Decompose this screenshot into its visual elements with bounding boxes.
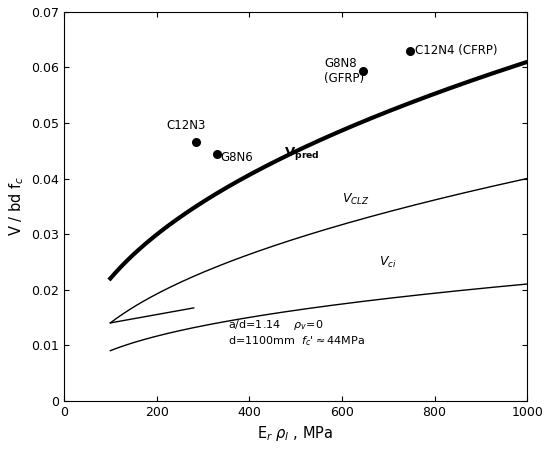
X-axis label: E$_r$ $\rho_l$ , MPa: E$_r$ $\rho_l$ , MPa bbox=[257, 424, 334, 443]
Text: $V_{ci}$: $V_{ci}$ bbox=[379, 256, 397, 270]
Y-axis label: V / bd f$_c$: V / bd f$_c$ bbox=[7, 176, 26, 236]
Text: $\mathbf{V}_{\mathbf{pred}}$: $\mathbf{V}_{\mathbf{pred}}$ bbox=[284, 145, 320, 162]
Text: C12N4 (CFRP): C12N4 (CFRP) bbox=[415, 44, 497, 57]
Text: a/d=1.14    $\rho_v$=0
d=1100mm  $f_c$'$\approx$44MPa: a/d=1.14 $\rho_v$=0 d=1100mm $f_c$'$\app… bbox=[228, 318, 365, 348]
Text: G8N8
(GFRP): G8N8 (GFRP) bbox=[324, 57, 365, 86]
Text: G8N6: G8N6 bbox=[221, 151, 254, 164]
Text: $V_{CLZ}$: $V_{CLZ}$ bbox=[342, 192, 370, 207]
Text: C12N3: C12N3 bbox=[166, 119, 205, 132]
